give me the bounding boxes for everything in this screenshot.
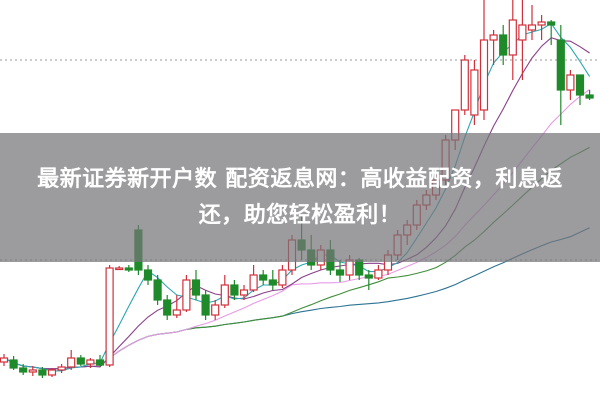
candle-body: [76, 357, 85, 365]
candle-body: [527, 24, 537, 31]
candle-body: [335, 269, 345, 276]
candle-body: [364, 274, 373, 279]
candle-body: [124, 267, 133, 271]
candle-body: [585, 94, 594, 99]
candle-body: [547, 21, 556, 26]
candle-body: [374, 269, 383, 279]
candle-body: [47, 369, 57, 376]
candle-body: [86, 359, 95, 365]
candle-body: [230, 284, 239, 296]
candle-body: [95, 359, 105, 366]
candle-body: [0, 357, 9, 363]
candle-body: [153, 279, 162, 301]
candle-body: [566, 74, 575, 91]
candle-body: [345, 259, 354, 276]
candle-body: [537, 21, 546, 26]
candle-body: [508, 19, 517, 56]
candle-body: [105, 267, 114, 366]
candle-body: [460, 59, 469, 111]
candle-body: [115, 267, 124, 271]
candle-body: [259, 274, 268, 281]
candle-body: [278, 269, 287, 286]
candle-body: [9, 359, 18, 369]
candle-body: [57, 366, 66, 371]
candle-body: [470, 69, 479, 116]
candle-body: [556, 39, 565, 91]
candle-body: [28, 369, 37, 373]
candle-body: [211, 304, 220, 316]
headline-text: 最新证券新开户数 配资返息网：高收益配资，利息返还，助您轻松盈利！: [37, 166, 563, 228]
candle-body: [489, 34, 498, 41]
candle-body: [201, 294, 210, 316]
candle-body: [249, 274, 258, 291]
candle-body: [268, 279, 277, 286]
candle-body: [479, 39, 489, 111]
headline-banner: 最新证券新开户数 配资返息网：高收益配资，利息返还，助您轻松盈利！: [0, 133, 600, 262]
candle-body: [499, 34, 508, 56]
candle-body: [575, 74, 585, 96]
candle-body: [172, 309, 181, 316]
candle-body: [220, 284, 229, 306]
candle-body: [355, 259, 364, 276]
candle-body: [163, 299, 172, 316]
candle-body: [38, 369, 47, 376]
candle-body: [191, 279, 201, 296]
candle-body: [19, 367, 28, 373]
candle-body: [518, 24, 527, 41]
candle-body: [239, 289, 249, 296]
candle-body: [182, 279, 191, 311]
candle-body: [143, 269, 153, 281]
candle-body: [67, 357, 76, 368]
